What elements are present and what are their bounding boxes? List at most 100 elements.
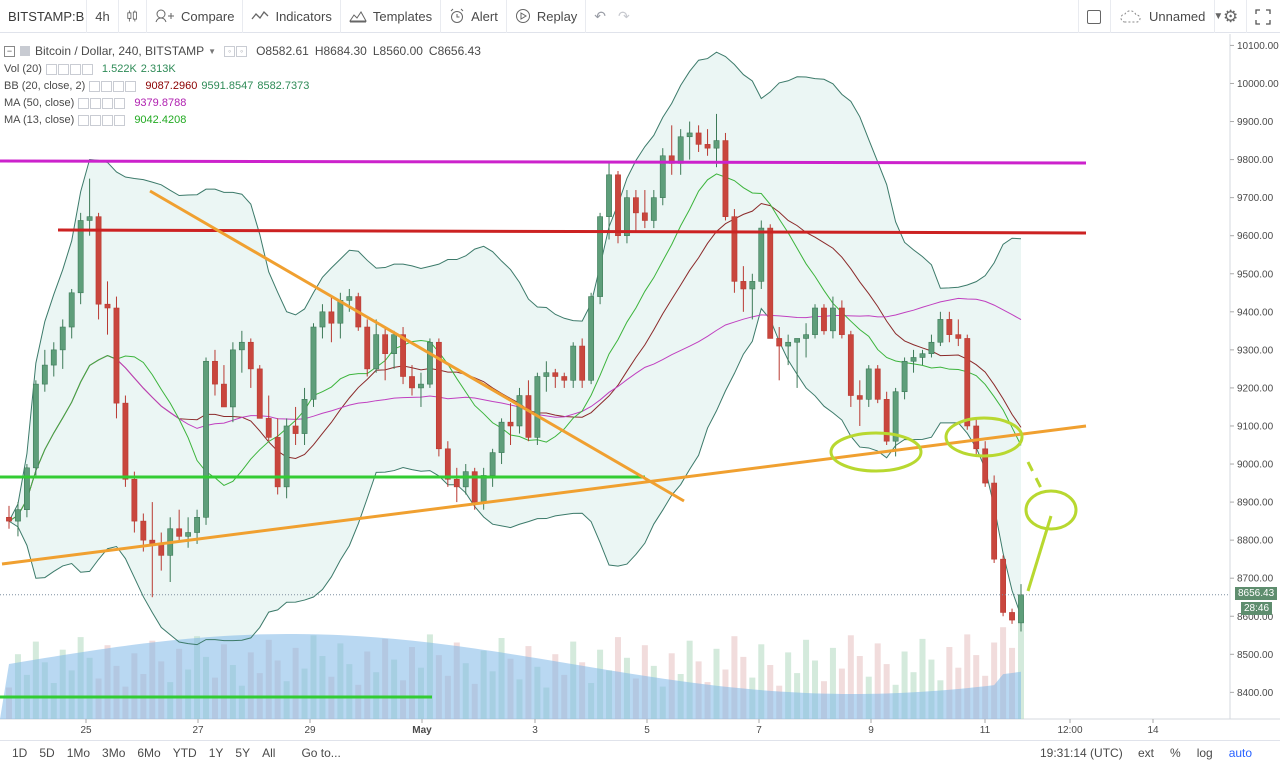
y-tick-label: 9100.00 bbox=[1237, 421, 1274, 432]
x-tick-label: 29 bbox=[304, 725, 316, 736]
scale-option-auto[interactable]: auto bbox=[1228, 745, 1253, 760]
layout-name: Unnamed bbox=[1149, 9, 1206, 24]
candle-body bbox=[892, 391, 899, 442]
settings-box-icon[interactable]: ◦ bbox=[224, 45, 236, 57]
indicator-value: 9087.2960 bbox=[145, 80, 198, 92]
symbol-search[interactable]: BITSTAMP:B bbox=[0, 0, 87, 33]
layout-menu[interactable]: Unnamed ▼ bbox=[1110, 0, 1223, 33]
collapse-icon[interactable]: − bbox=[4, 45, 15, 57]
volume-bar bbox=[919, 638, 926, 719]
candle-body bbox=[489, 452, 496, 476]
range-button-1y[interactable]: 1Y bbox=[208, 745, 224, 760]
candle-body bbox=[955, 334, 962, 339]
indicator-control-icon[interactable] bbox=[113, 80, 125, 92]
candle-body bbox=[95, 216, 102, 305]
candle-body bbox=[310, 326, 317, 400]
indicator-control-icon[interactable] bbox=[81, 63, 93, 75]
chart-type-button[interactable] bbox=[119, 0, 147, 33]
templates-button[interactable]: Templates bbox=[341, 0, 442, 33]
candle-body bbox=[68, 292, 75, 328]
interval-button[interactable]: 4h bbox=[87, 0, 119, 33]
gear-icon[interactable]: ⚙ bbox=[1223, 6, 1239, 26]
candle-body bbox=[776, 338, 783, 347]
utc-clock[interactable]: 19:31:14 (UTC) bbox=[1040, 745, 1123, 760]
cloud-icon bbox=[1120, 9, 1141, 22]
alert-button[interactable]: Alert bbox=[441, 0, 507, 33]
candle-body bbox=[6, 517, 12, 522]
volume-bar bbox=[731, 636, 738, 719]
indicator-control-icon[interactable] bbox=[78, 114, 90, 126]
indicator-control-icon[interactable] bbox=[101, 80, 113, 92]
indicator-control-icon[interactable] bbox=[45, 63, 57, 75]
bottom-bar: 1D 5D 1Mo 3Mo 6Mo YTD 1Y 5Y All Go to... 19:31:1… bbox=[0, 740, 1280, 764]
undo-redo: ↶ ↷ bbox=[586, 0, 637, 33]
bb-upper-line bbox=[8, 51, 1022, 522]
candle-body bbox=[24, 467, 30, 510]
range-button-1d[interactable]: 1D bbox=[12, 745, 28, 760]
indicator-control-icon[interactable] bbox=[78, 97, 90, 109]
range-button-all[interactable]: All bbox=[262, 745, 276, 760]
chart-area[interactable]: 10100.00 10000.00 9900.00 9800.00 9700.00 960… bbox=[0, 34, 1280, 740]
candle-body bbox=[838, 307, 845, 335]
candle-body bbox=[830, 307, 836, 332]
candle-body bbox=[570, 345, 577, 381]
compare-icon bbox=[155, 9, 174, 23]
highlight-ellipse bbox=[829, 431, 923, 473]
redo-icon[interactable]: ↷ bbox=[618, 7, 630, 24]
candle-body bbox=[400, 334, 406, 377]
range-button-5d[interactable]: 5D bbox=[39, 745, 55, 760]
fullscreen-toggle-box[interactable] bbox=[1087, 9, 1101, 24]
indicator-control-icon[interactable] bbox=[102, 97, 114, 109]
candle-body bbox=[283, 425, 290, 488]
goto-button[interactable]: Go to... bbox=[301, 745, 341, 760]
price-chart[interactable]: 10100.00 10000.00 9900.00 9800.00 9700.00 960… bbox=[0, 34, 1280, 740]
main-legend: − Bitcoin / Dollar, 240, BITSTAMP ▼ ◦ ◦ O… bbox=[4, 44, 481, 58]
indicator-control-icon[interactable] bbox=[90, 114, 102, 126]
x-tick-label: 3 bbox=[532, 725, 538, 736]
indicator-control-icon[interactable] bbox=[125, 80, 137, 92]
candle-body bbox=[221, 383, 227, 408]
candle-body bbox=[624, 197, 630, 236]
candle-body bbox=[50, 349, 57, 366]
candle-body bbox=[704, 144, 711, 149]
legend-high: H8684.30 bbox=[314, 44, 367, 58]
fullscreen-icon[interactable] bbox=[1255, 8, 1271, 25]
range-button-3mo[interactable]: 3Mo bbox=[102, 745, 126, 760]
y-tick-label: 8600.00 bbox=[1237, 612, 1274, 623]
compare-button[interactable]: Compare bbox=[147, 0, 244, 33]
chevron-down-icon[interactable]: ▼ bbox=[208, 46, 217, 56]
indicator-control-icon[interactable] bbox=[89, 80, 101, 92]
range-button-5y[interactable]: 5Y bbox=[235, 745, 251, 760]
range-button-6mo[interactable]: 6Mo bbox=[137, 745, 161, 760]
candle-body bbox=[409, 376, 415, 389]
candle-body bbox=[615, 174, 621, 236]
indicators-button[interactable]: Indicators bbox=[243, 0, 341, 33]
undo-icon[interactable]: ↶ bbox=[594, 7, 607, 24]
indicator-controls bbox=[45, 63, 94, 75]
scale-option-ext[interactable]: ext bbox=[1138, 745, 1155, 760]
candle-body bbox=[364, 326, 371, 370]
settings-box-icon[interactable]: ◦ bbox=[236, 45, 248, 57]
indicator-control-icon[interactable] bbox=[114, 114, 126, 126]
symbol-label: BITSTAMP:B bbox=[8, 8, 85, 24]
candle-body bbox=[713, 140, 720, 149]
range-button-ytd[interactable]: YTD bbox=[172, 745, 197, 760]
indicator-control-icon[interactable] bbox=[57, 63, 69, 75]
scale-option-percent[interactable]: % bbox=[1170, 745, 1181, 760]
indicator-control-icon[interactable] bbox=[90, 97, 102, 109]
replay-button[interactable]: Replay bbox=[507, 0, 587, 33]
candle-body bbox=[427, 341, 433, 385]
indicator-control-icon[interactable] bbox=[114, 97, 126, 109]
candle-body bbox=[686, 132, 693, 138]
candle-body bbox=[946, 319, 953, 335]
y-tick-label: 9600.00 bbox=[1237, 231, 1274, 242]
candle-body bbox=[543, 372, 550, 377]
indicator-control-icon[interactable] bbox=[69, 63, 81, 75]
y-tick-label: 8500.00 bbox=[1237, 650, 1274, 661]
x-tick-label: 5 bbox=[644, 725, 650, 736]
scale-option-log[interactable]: log bbox=[1196, 745, 1213, 760]
candle-body bbox=[606, 174, 612, 217]
candle-body bbox=[534, 376, 541, 438]
indicator-control-icon[interactable] bbox=[102, 114, 114, 126]
range-button-1mo[interactable]: 1Mo bbox=[66, 745, 91, 760]
